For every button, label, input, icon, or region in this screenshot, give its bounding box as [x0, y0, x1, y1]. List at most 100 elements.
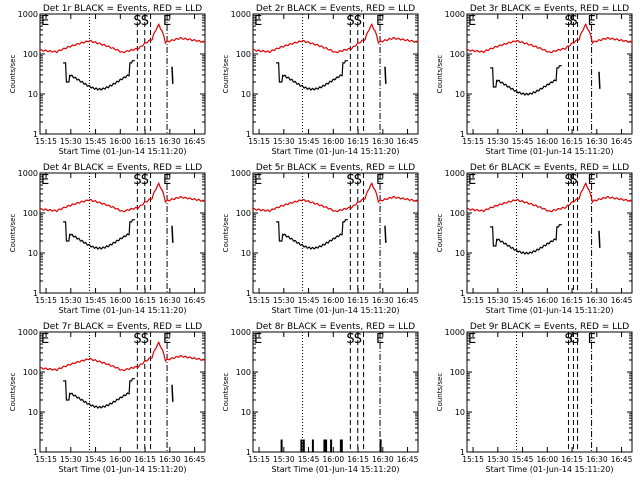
x-tick-label: 16:00 [322, 296, 344, 305]
events-series-fragment [384, 225, 387, 243]
y-tick-label: 100 [236, 368, 251, 377]
panel-title: Det 6r BLACK = Events, RED = LLD [470, 163, 629, 173]
marker-label: S [141, 332, 149, 347]
marker-label: S [346, 173, 354, 188]
panel-det8: Det 8r BLACK = Events, RED = LLD 1 10 100 10… [222, 322, 419, 474]
y-axis-label: Counts/sec [9, 373, 17, 412]
marker-label: S [133, 173, 141, 188]
events-series-line [63, 219, 135, 250]
x-tick-label: 16:30 [372, 455, 394, 464]
x-tick-label: 15:45 [85, 137, 107, 146]
x-tick-label: 16:45 [611, 455, 633, 464]
edge-marker-label: E [41, 332, 49, 347]
marker-label: S [346, 14, 354, 29]
x-tick-label: 16:00 [322, 137, 344, 146]
x-tick-label: 16:45 [611, 137, 633, 146]
marker-label: E [163, 14, 171, 29]
y-axis-label: Counts/sec [9, 214, 17, 253]
events-series-fragment [384, 66, 387, 84]
x-tick-label: 16:45 [397, 137, 419, 146]
plot-frame [466, 13, 633, 135]
marker-label: S [564, 332, 572, 347]
events-series-line [63, 378, 135, 409]
y-axis-label: Counts/sec [436, 373, 444, 412]
marker-label: E [376, 332, 384, 347]
marker-label: E [163, 332, 171, 347]
events-series-line [63, 60, 135, 91]
events-series-fragment [171, 66, 174, 84]
x-tick-label: 16:15 [561, 137, 583, 146]
y-tick-label: 1000 [445, 10, 465, 19]
y-tick-label: 100 [23, 209, 38, 218]
marker-label: S [354, 332, 362, 347]
events-spike-series [253, 439, 382, 453]
y-tick-label: 10 [455, 408, 465, 417]
y-tick-label: 1 [33, 448, 38, 457]
x-tick-label: 15:30 [487, 137, 509, 146]
lld-series-line [39, 340, 206, 372]
events-series-line [490, 65, 562, 96]
x-tick-label: 15:30 [487, 455, 509, 464]
y-tick-label: 1 [460, 289, 465, 298]
events-series-fragment [171, 384, 174, 402]
panel-det9: Det 9r BLACK = Events, RED = LLD 1 10 100 10… [436, 322, 633, 474]
x-tick-label: 15:30 [60, 137, 82, 146]
y-tick-label: 1 [246, 289, 251, 298]
x-tick-label: 15:15 [462, 455, 484, 464]
panel-det4: Det 4r BLACK = Events, RED = LLD 1 10 100 10… [9, 163, 206, 315]
lld-series-line [39, 22, 206, 54]
x-tick-label: 16:15 [347, 455, 369, 464]
y-tick-label: 1000 [18, 328, 38, 337]
plot-frame [466, 172, 633, 294]
plot-frame [252, 331, 419, 453]
marker-label: S [569, 173, 577, 188]
x-tick-label: 15:30 [487, 296, 509, 305]
edge-marker-label: E [468, 173, 476, 188]
x-tick-label: 16:15 [134, 137, 156, 146]
x-tick-label: 15:30 [273, 455, 295, 464]
marker-label: S [354, 173, 362, 188]
y-tick-label: 10 [241, 90, 251, 99]
edge-marker-label: E [468, 14, 476, 29]
x-tick-label: 16:45 [611, 296, 633, 305]
panel-title: Det 9r BLACK = Events, RED = LLD [470, 322, 629, 332]
y-tick-label: 1 [460, 130, 465, 139]
x-tick-label: 15:45 [85, 296, 107, 305]
y-tick-label: 1000 [18, 169, 38, 178]
marker-label: G [569, 332, 579, 347]
x-tick-label: 16:00 [109, 137, 131, 146]
x-tick-label: 16:30 [372, 137, 394, 146]
y-axis-label: Counts/sec [436, 55, 444, 94]
edge-marker-label: E [468, 332, 476, 347]
y-tick-label: 1000 [231, 328, 251, 337]
x-tick-label: 15:45 [512, 137, 534, 146]
panel-det6: Det 6r BLACK = Events, RED = LLD 1 10 100 10… [436, 163, 633, 315]
x-tick-label: 15:15 [35, 137, 57, 146]
edge-marker-label: E [41, 14, 49, 29]
y-tick-label: 1 [460, 448, 465, 457]
lld-series-line [252, 181, 419, 213]
y-axis-label: Counts/sec [222, 373, 230, 412]
edge-marker-label: E [254, 14, 262, 29]
plot-frame [252, 13, 419, 135]
panel-title: Det 2r BLACK = Events, RED = LLD [256, 4, 415, 14]
x-tick-label: 16:15 [347, 137, 369, 146]
edge-marker-label: E [254, 173, 262, 188]
y-tick-label: 10 [455, 90, 465, 99]
x-tick-label: 15:15 [462, 296, 484, 305]
x-axis-label: Start Time (01-Jun-14 15:11:20) [272, 147, 400, 156]
y-tick-label: 100 [23, 50, 38, 59]
panel-title: Det 8r BLACK = Events, RED = LLD [256, 322, 415, 332]
x-tick-label: 16:30 [159, 296, 181, 305]
x-axis-label: Start Time (01-Jun-14 15:11:20) [486, 465, 614, 474]
lld-series-line [39, 181, 206, 213]
y-tick-label: 10 [241, 408, 251, 417]
x-tick-label: 16:30 [159, 455, 181, 464]
x-tick-label: 15:45 [298, 296, 320, 305]
x-tick-label: 15:45 [512, 296, 534, 305]
y-tick-label: 1 [246, 448, 251, 457]
y-axis-label: Counts/sec [222, 55, 230, 94]
x-tick-label: 16:00 [536, 455, 558, 464]
marker-label: E [163, 173, 171, 188]
